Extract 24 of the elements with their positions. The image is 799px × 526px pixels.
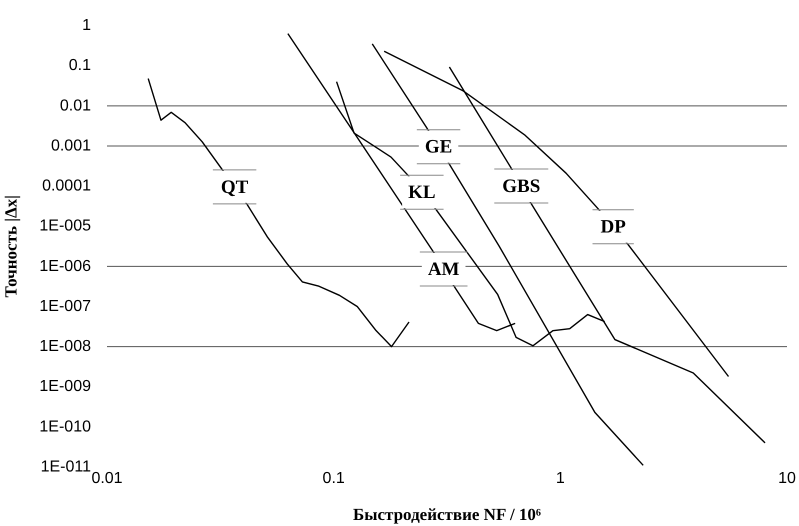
x-axis-title: Быстродействие NF / 10⁶ xyxy=(352,505,542,524)
y-tick-label: 0.0001 xyxy=(42,178,92,195)
y-tick-label: 1E-010 xyxy=(39,418,92,436)
x-tick-label: 0.1 xyxy=(322,470,345,488)
x-tick-label: 0.01 xyxy=(91,470,123,488)
series-label: QT xyxy=(220,176,249,198)
y-tick-label: 1E-009 xyxy=(39,378,92,396)
y-tick-label: 1E-011 xyxy=(40,458,92,476)
y-tick-label: 1E-007 xyxy=(39,298,92,315)
y-tick-label: 1E-008 xyxy=(39,338,92,356)
series-label: DP xyxy=(600,216,626,238)
series-label: GBS xyxy=(502,176,540,197)
y-tick-label: 1E-006 xyxy=(39,258,92,275)
y-tick-label: 0.1 xyxy=(68,57,92,74)
y-axis-title: Точность |Δx| xyxy=(2,195,21,298)
series-label: KL xyxy=(408,182,436,204)
series-label: AM xyxy=(428,258,460,280)
y-tick-label: 1 xyxy=(82,17,92,34)
y-tick-label: 0.001 xyxy=(50,137,92,154)
x-tick-label: 10 xyxy=(778,470,796,488)
x-tick-label: 1 xyxy=(556,470,565,488)
series-label: GE xyxy=(424,136,452,158)
y-tick-label: 1E-005 xyxy=(39,218,92,235)
y-tick-label: 0.01 xyxy=(60,97,92,114)
